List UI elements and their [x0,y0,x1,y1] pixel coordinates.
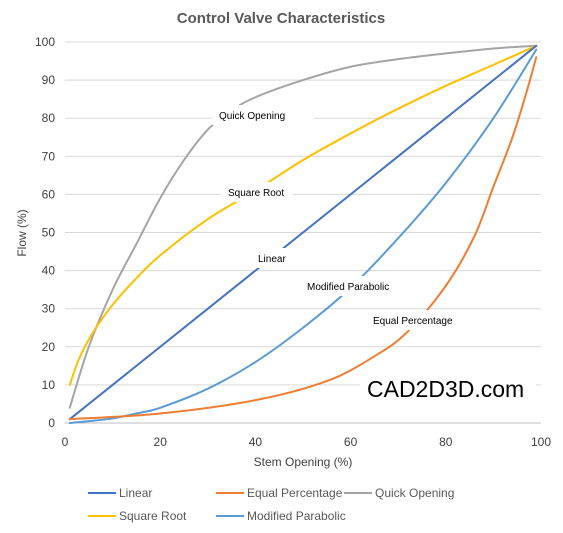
annotation-bg-square-root [221,182,293,202]
x-tick-labels: 0 20 40 60 80 100 [62,435,552,449]
y-tick-label: 0 [48,416,55,430]
annotation-modified-parabolic: Modified Parabolic [307,282,389,293]
legend-label-square-root: Square Root [119,509,187,523]
annotation-quick-opening: Quick Opening [219,111,285,122]
legend: Linear Equal Percentage Quick Opening Squar… [88,486,454,523]
annotation-equal-percentage: Equal Percentage [373,316,453,327]
annotation-linear: Linear [258,254,286,265]
x-tick-label: 60 [344,435,358,449]
annotation-bg-linear [250,248,294,268]
x-tick-label: 40 [249,435,263,449]
legend-label-modified-parabolic: Modified Parabolic [247,509,346,523]
y-tick-label: 20 [42,340,56,354]
annotation-bg-quick-opening [212,105,314,125]
watermark: CAD2D3D.com [367,376,524,402]
series-line-linear [68,44,538,421]
y-tick-label: 100 [35,35,55,49]
y-tick-label: 80 [42,111,56,125]
annotation-square-root: Square Root [228,188,284,199]
y-tick-label: 50 [42,226,56,240]
y-tick-label: 70 [42,149,56,163]
series-line-modified-parabolic [68,48,538,424]
chart-title: Control Valve Characteristics [177,10,385,27]
legend-label-equal-percentage: Equal Percentage [247,486,343,500]
y-tick-label: 40 [42,264,56,278]
x-axis-label: Stem Opening (%) [254,455,353,469]
y-tick-label: 90 [42,73,56,87]
watermark-bg [360,368,536,408]
y-tick-labels: 0 10 20 30 40 50 60 70 80 90 100 [35,35,55,430]
series-line-square-root [68,44,538,386]
x-tick-label: 80 [439,435,453,449]
x-tick-label: 0 [62,435,69,449]
y-tick-label: 30 [42,302,56,316]
y-tick-label: 10 [42,378,56,392]
x-tick-label: 20 [154,435,168,449]
y-tick-label: 60 [42,187,56,201]
x-tick-label: 100 [531,435,551,449]
legend-label-linear: Linear [119,486,152,500]
annotation-bg-equal-percentage [366,310,460,330]
y-axis-label: Flow (%) [15,209,29,256]
annotation-bg-modified-parabolic [300,276,400,296]
legend-label-quick-opening: Quick Opening [375,486,454,500]
